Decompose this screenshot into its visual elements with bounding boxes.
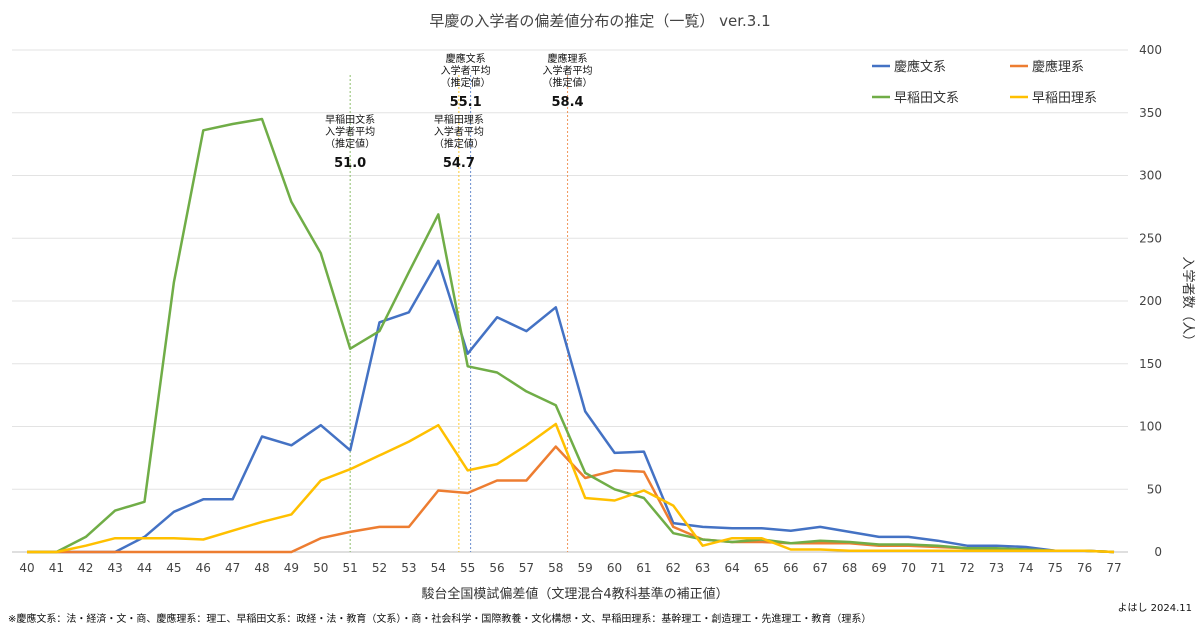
x-tick-label: 65: [754, 561, 769, 575]
x-tick-label: 49: [284, 561, 299, 575]
annotation-label: （推定値）: [543, 76, 593, 89]
annotation-label: （推定値）: [441, 76, 491, 89]
series-line: [27, 117, 1115, 554]
y-tick-label: 50: [1147, 482, 1162, 496]
legend-label: 早稲田文系: [894, 91, 959, 106]
x-tick-label: 67: [813, 561, 828, 575]
y-tick-label: 250: [1139, 231, 1162, 245]
x-tick-label: 62: [666, 561, 681, 575]
x-axis-title: 駿台全国模試偏差値（文理混合4教科基準の補正値）: [421, 586, 728, 602]
annotation-label: 入学者平均: [325, 125, 375, 138]
x-tick-label: 73: [989, 561, 1004, 575]
y-tick-label: 350: [1139, 106, 1162, 120]
x-tick-label: 43: [107, 561, 122, 575]
series-lines: [27, 117, 1115, 554]
legend-label: 慶應理系: [1032, 59, 1084, 75]
x-tick-label: 56: [489, 561, 504, 575]
x-tick-label: 71: [930, 561, 945, 575]
annotation-value: 51.0: [334, 156, 366, 171]
annotation-value: 55.1: [450, 95, 482, 110]
annotation-label: 慶應理系: [548, 52, 588, 65]
x-tick-label: 48: [254, 561, 269, 575]
annotation-label: 入学者平均: [543, 64, 593, 77]
x-tick-label: 58: [548, 561, 563, 575]
gridlines: [12, 49, 1128, 553]
legend-label: 早稲田理系: [1032, 91, 1097, 106]
annotation-value: 58.4: [552, 95, 584, 110]
x-tick-label: 42: [78, 561, 93, 575]
x-tick-label: 64: [724, 561, 739, 575]
x-tick-label: 41: [49, 561, 64, 575]
annotation-label: 入学者平均: [434, 125, 484, 138]
x-tick-label: 51: [343, 561, 358, 575]
chart-title: 早慶の入学者の偏差値分布の推定（一覧） ver.3.1: [429, 12, 770, 30]
annotation-label: 早稲田文系: [325, 113, 375, 126]
annotation-label: （推定値）: [434, 137, 484, 150]
x-tick-label: 76: [1077, 561, 1092, 575]
credit: よはし 2024.11: [1117, 602, 1192, 614]
x-tick-label: 74: [1018, 561, 1033, 575]
x-tick-label: 45: [166, 561, 181, 575]
x-tick-label: 70: [901, 561, 916, 575]
mean-lines: [349, 75, 569, 552]
x-tick-labels: 40 41 42 43 44 45 46 47 48 49 50 51 52 53 54 55 56 57 58 59…: [19, 561, 1121, 575]
x-tick-label: 68: [842, 561, 857, 575]
x-tick-label: 47: [225, 561, 240, 575]
x-tick-label: 61: [636, 561, 651, 575]
y-tick-label: 200: [1139, 294, 1162, 308]
annotation-value: 54.7: [443, 156, 475, 171]
x-tick-label: 63: [695, 561, 710, 575]
footnote: ※慶應文系：法・経済・文・商、慶應理系：理工、早稲田文系：政経・法・教育（文系）…: [8, 612, 871, 625]
annotation-label: （推定値）: [325, 137, 375, 150]
y-tick-label: 100: [1139, 420, 1162, 434]
y-tick-label: 400: [1139, 43, 1162, 57]
y-tick-label: 300: [1139, 169, 1162, 183]
legend-label: 慶應文系: [894, 59, 946, 75]
x-tick-label: 40: [19, 561, 34, 575]
x-tick-label: 46: [196, 561, 211, 575]
x-tick-label: 52: [372, 561, 387, 575]
x-tick-label: 50: [313, 561, 328, 575]
x-tick-label: 72: [959, 561, 974, 575]
x-tick-label: 75: [1048, 561, 1063, 575]
x-tick-label: 69: [871, 561, 886, 575]
y-tick-label: 0: [1154, 545, 1162, 559]
x-tick-label: 59: [578, 561, 593, 575]
x-tick-label: 60: [607, 561, 622, 575]
y-axis-title: 入学者数（人）: [1180, 256, 1196, 347]
y-tick-label: 150: [1139, 357, 1162, 371]
series-line: [27, 259, 1115, 554]
x-tick-label: 44: [137, 561, 152, 575]
annotation-label: 入学者平均: [441, 64, 491, 77]
x-tick-label: 55: [460, 561, 475, 575]
annotation-label: 慶應文系: [446, 52, 486, 65]
x-tick-label: 53: [401, 561, 416, 575]
x-tick-label: 57: [519, 561, 534, 575]
x-tick-label: 54: [431, 561, 446, 575]
x-tick-label: 77: [1106, 561, 1121, 575]
series-line: [27, 422, 1115, 554]
mean-annotations: 早稲田文系入学者平均（推定値）51.0早稲田理系入学者平均（推定値）54.7慶應…: [325, 52, 592, 171]
x-tick-label: 66: [783, 561, 798, 575]
y-tick-labels: 0 50 100 150 200 250 300 350 400: [1139, 43, 1162, 559]
annotation-label: 早稲田理系: [434, 114, 484, 126]
